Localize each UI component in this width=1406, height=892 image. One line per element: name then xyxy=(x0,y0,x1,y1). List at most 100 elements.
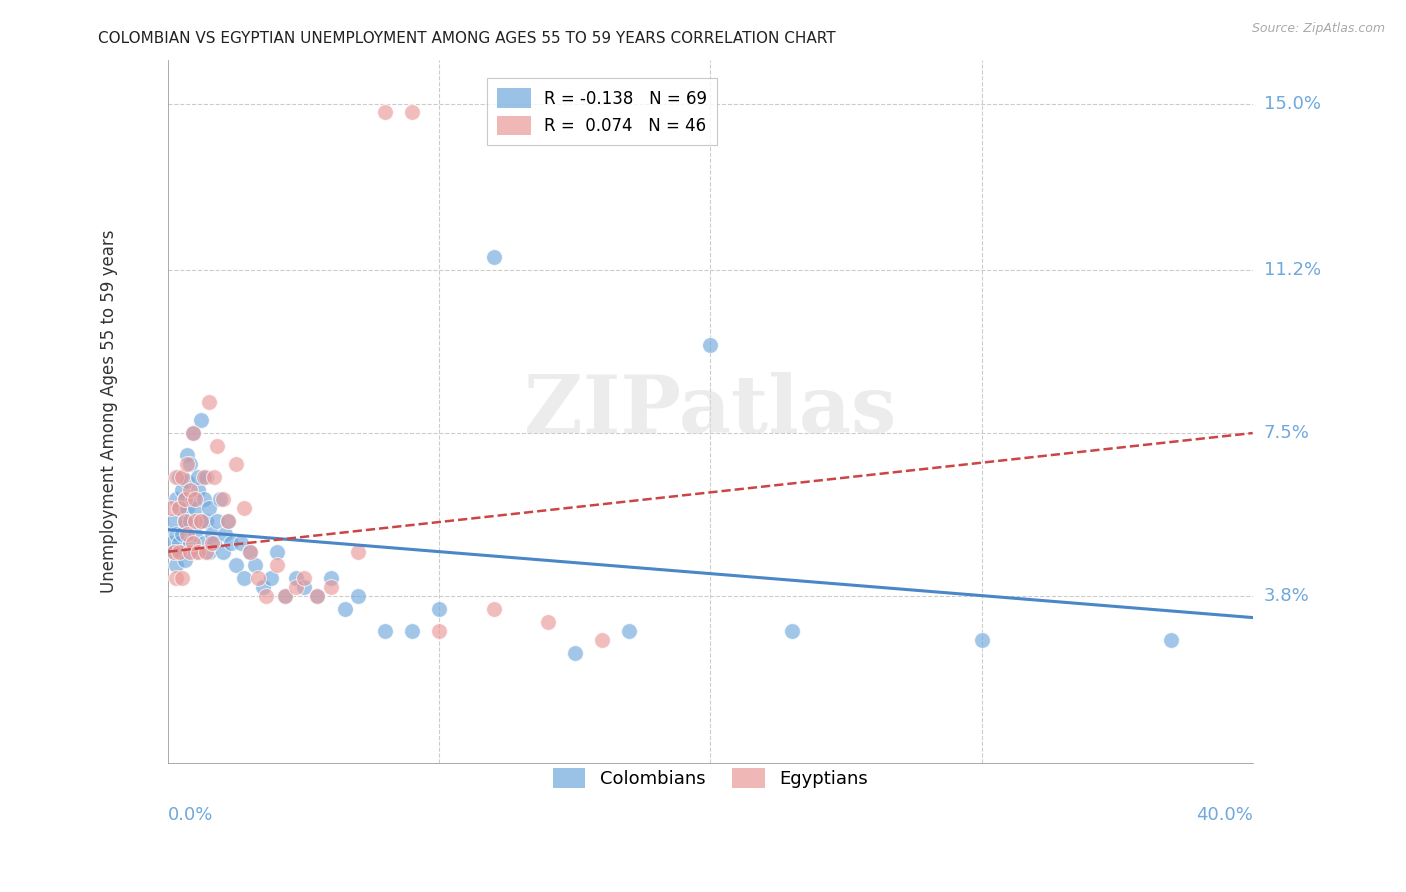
Point xyxy=(211,491,233,506)
Point xyxy=(165,558,187,572)
Point xyxy=(167,500,190,515)
Point xyxy=(173,491,195,506)
Point xyxy=(181,425,204,440)
Point xyxy=(165,470,187,484)
Text: 7.5%: 7.5% xyxy=(1264,424,1309,442)
Point xyxy=(217,514,239,528)
Text: Unemployment Among Ages 55 to 59 years: Unemployment Among Ages 55 to 59 years xyxy=(100,229,118,593)
Point xyxy=(1160,632,1182,647)
Point xyxy=(284,571,307,585)
Point xyxy=(190,514,212,528)
Point xyxy=(307,589,329,603)
Point xyxy=(163,514,186,528)
Point xyxy=(307,589,329,603)
Point xyxy=(176,457,198,471)
Point xyxy=(266,558,288,572)
Point xyxy=(225,457,247,471)
Point xyxy=(211,544,233,558)
Point xyxy=(246,571,269,585)
Point xyxy=(181,491,204,506)
Point xyxy=(429,601,451,615)
Point xyxy=(176,527,198,541)
Point xyxy=(347,589,370,603)
Point xyxy=(205,514,228,528)
Point xyxy=(319,571,342,585)
Point xyxy=(160,500,183,515)
Point xyxy=(187,544,209,558)
Point xyxy=(190,514,212,528)
Point xyxy=(176,448,198,462)
Point xyxy=(231,536,253,550)
Point xyxy=(160,536,183,550)
Point xyxy=(252,580,274,594)
Point xyxy=(254,589,277,603)
Point xyxy=(170,483,193,498)
Point xyxy=(195,470,218,484)
Text: 15.0%: 15.0% xyxy=(1264,95,1320,112)
Point xyxy=(193,491,215,506)
Text: 11.2%: 11.2% xyxy=(1264,261,1320,279)
Point xyxy=(170,470,193,484)
Point xyxy=(482,250,505,264)
Point xyxy=(179,544,201,558)
Text: Source: ZipAtlas.com: Source: ZipAtlas.com xyxy=(1251,22,1385,36)
Point xyxy=(184,544,207,558)
Point xyxy=(167,544,190,558)
Point xyxy=(163,544,186,558)
Point xyxy=(176,475,198,489)
Point xyxy=(217,514,239,528)
Point xyxy=(176,500,198,515)
Point xyxy=(319,580,342,594)
Point xyxy=(260,571,283,585)
Point xyxy=(170,571,193,585)
Point xyxy=(617,624,640,638)
Point xyxy=(167,500,190,515)
Point xyxy=(970,632,993,647)
Point xyxy=(208,491,231,506)
Point xyxy=(167,470,190,484)
Point xyxy=(401,624,423,638)
Point xyxy=(173,491,195,506)
Point xyxy=(195,544,218,558)
Point xyxy=(167,536,190,550)
Point xyxy=(591,632,613,647)
Point xyxy=(193,536,215,550)
Text: 3.8%: 3.8% xyxy=(1264,587,1309,605)
Point xyxy=(187,470,209,484)
Point xyxy=(537,615,560,629)
Point xyxy=(173,514,195,528)
Point xyxy=(564,646,586,660)
Legend: Colombians, Egyptians: Colombians, Egyptians xyxy=(546,760,876,796)
Point xyxy=(333,601,356,615)
Point xyxy=(274,589,297,603)
Point xyxy=(239,544,262,558)
Point xyxy=(165,491,187,506)
Point xyxy=(165,571,187,585)
Point xyxy=(233,571,256,585)
Point xyxy=(266,544,288,558)
Point xyxy=(198,395,221,409)
Text: 40.0%: 40.0% xyxy=(1197,806,1253,824)
Point xyxy=(202,470,225,484)
Point xyxy=(184,514,207,528)
Point xyxy=(179,457,201,471)
Point xyxy=(239,544,262,558)
Point xyxy=(233,500,256,515)
Point xyxy=(205,439,228,453)
Point xyxy=(219,536,242,550)
Point xyxy=(429,624,451,638)
Point xyxy=(179,536,201,550)
Point xyxy=(198,544,221,558)
Text: ZIPatlas: ZIPatlas xyxy=(524,372,897,450)
Point xyxy=(179,483,201,498)
Point xyxy=(374,624,396,638)
Point xyxy=(173,514,195,528)
Point xyxy=(374,105,396,120)
Point xyxy=(181,536,204,550)
Point xyxy=(179,514,201,528)
Point xyxy=(181,425,204,440)
Point xyxy=(163,544,186,558)
Point xyxy=(201,527,224,541)
Point xyxy=(243,558,266,572)
Point xyxy=(699,338,721,352)
